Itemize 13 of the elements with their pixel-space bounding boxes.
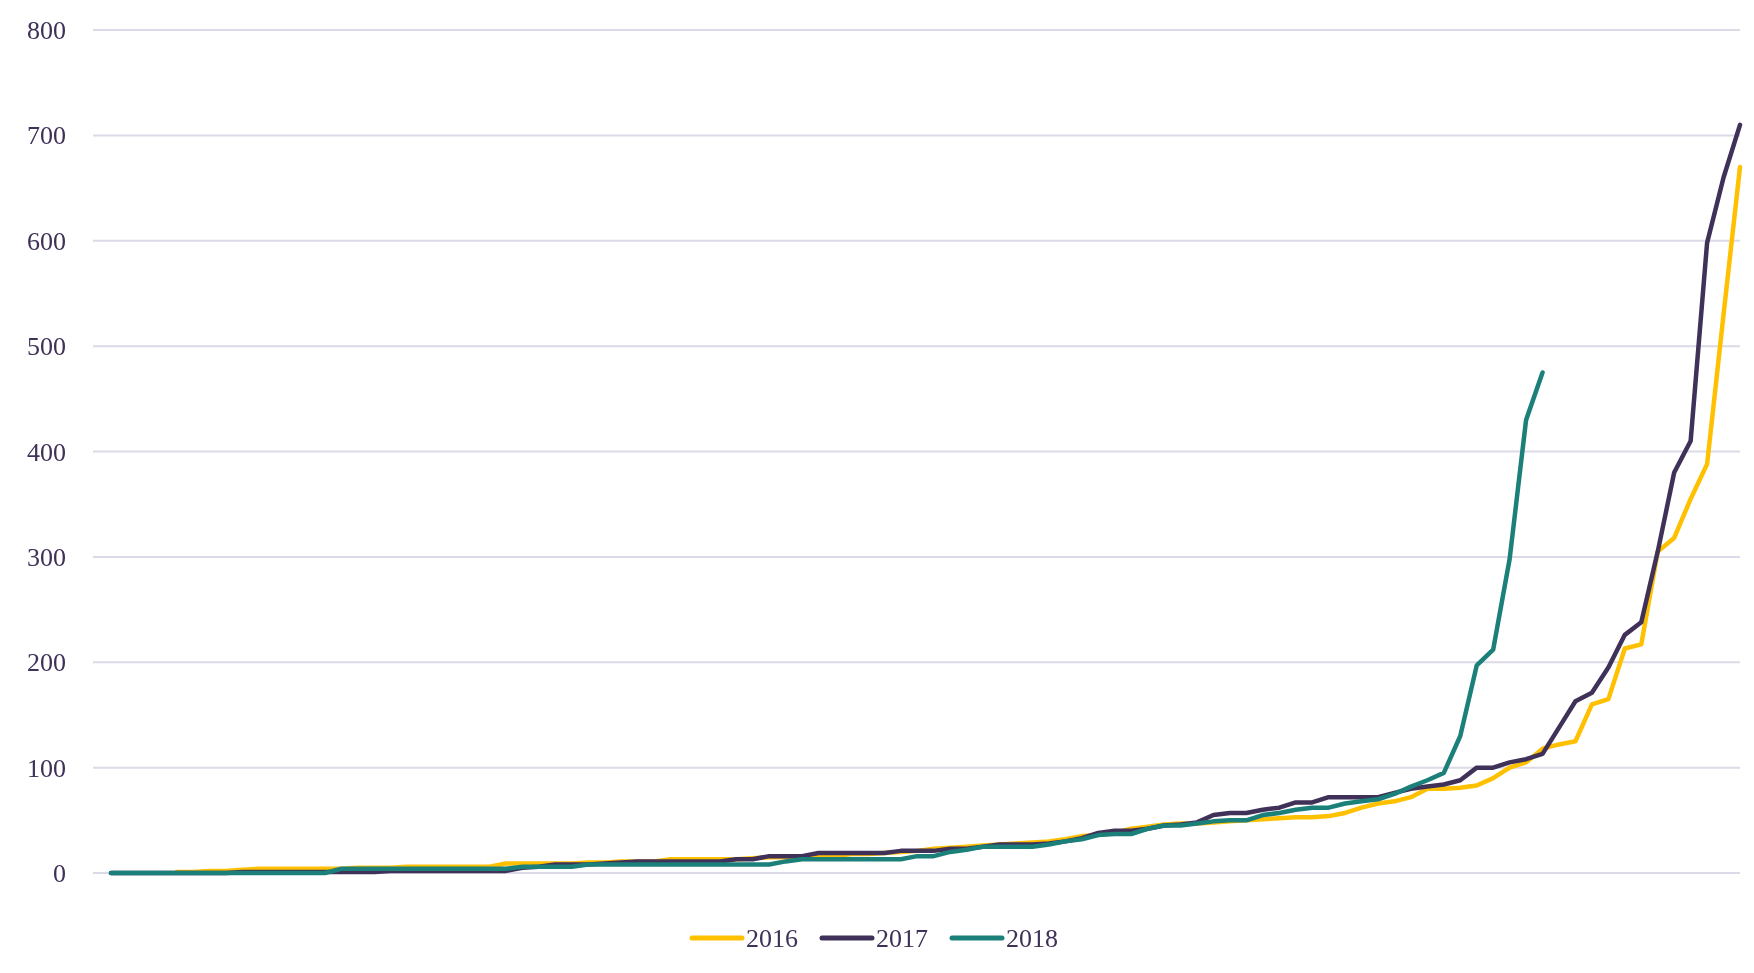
legend-label: 2017 xyxy=(876,924,928,954)
y-tick-label: 500 xyxy=(27,332,66,362)
y-tick-label: 700 xyxy=(27,121,66,151)
y-tick-label: 400 xyxy=(27,437,66,467)
y-tick-label: 800 xyxy=(27,16,66,46)
legend-label: 2018 xyxy=(1006,924,1058,954)
y-tick-label: 200 xyxy=(27,648,66,678)
legend-label: 2016 xyxy=(746,924,798,954)
line-series xyxy=(108,370,1545,876)
y-tick-label: 0 xyxy=(53,859,66,889)
y-tick-label: 100 xyxy=(27,753,66,783)
y-tick-label: 600 xyxy=(27,226,66,256)
y-tick-label: 300 xyxy=(27,542,66,572)
